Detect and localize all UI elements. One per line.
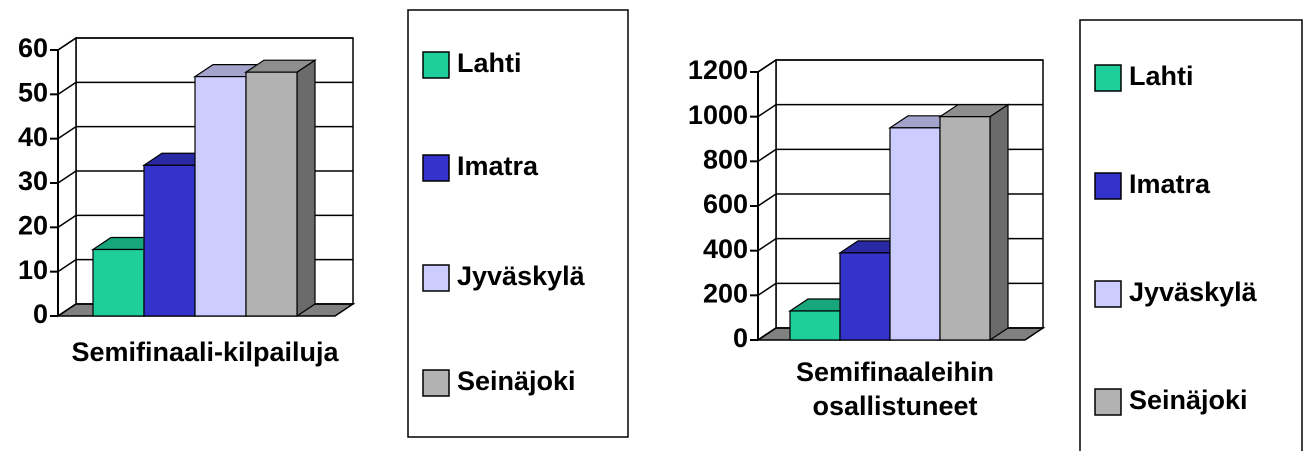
bar xyxy=(194,75,247,317)
bar-side xyxy=(296,59,316,318)
legend-label: Lahti xyxy=(457,48,522,78)
bar xyxy=(143,164,196,317)
y-tick-label: 50 xyxy=(18,77,48,107)
bar xyxy=(889,127,941,341)
legend-label: Jyväskylä xyxy=(1129,277,1258,307)
y-tick-label: 20 xyxy=(18,210,48,240)
legend-label: Lahti xyxy=(1129,61,1194,91)
legend-swatch xyxy=(1094,280,1122,308)
legend-swatch xyxy=(422,154,450,182)
grid-line xyxy=(57,37,353,51)
bar xyxy=(92,248,145,317)
y-tick-label: 40 xyxy=(18,122,48,152)
y-tick-label: 400 xyxy=(703,234,748,264)
legend-swatch xyxy=(422,264,450,292)
y-tick-label: 600 xyxy=(703,189,748,219)
legend-label: Imatra xyxy=(457,151,539,181)
bar-side xyxy=(989,103,1009,342)
y-tick-label: 10 xyxy=(18,255,48,285)
y-tick-label: 30 xyxy=(18,166,48,196)
legend-label: Seinäjoki xyxy=(1129,385,1248,415)
y-tick-label: 200 xyxy=(703,278,748,308)
bar xyxy=(839,252,891,341)
legend-swatch xyxy=(1094,172,1122,200)
legend-box xyxy=(407,9,629,438)
x-category-label: Semifinaaleihin osallistuneet xyxy=(795,357,995,421)
legend-box xyxy=(1079,19,1303,451)
legend-label: Seinäjoki xyxy=(457,366,576,396)
y-tick-label: 0 xyxy=(33,299,48,329)
legend-swatch xyxy=(422,51,450,79)
y-tick-label: 60 xyxy=(18,33,48,63)
legend-swatch xyxy=(1094,388,1122,416)
bar xyxy=(789,310,841,341)
y-tick-label: 0 xyxy=(733,323,748,353)
bar xyxy=(245,71,298,317)
grid-line xyxy=(757,103,1043,118)
bar xyxy=(939,116,991,341)
legend-swatch xyxy=(1094,64,1122,92)
legend-label: Jyväskylä xyxy=(457,261,586,291)
x-category-label: Semifinaali-kilpailuja xyxy=(71,337,339,367)
legend-label: Imatra xyxy=(1129,169,1211,199)
y-tick-label: 1200 xyxy=(688,55,748,85)
y-tick-label: 800 xyxy=(703,144,748,174)
grid-line xyxy=(757,59,1043,73)
legend-swatch xyxy=(422,369,450,397)
y-tick-label: 1000 xyxy=(688,100,748,130)
